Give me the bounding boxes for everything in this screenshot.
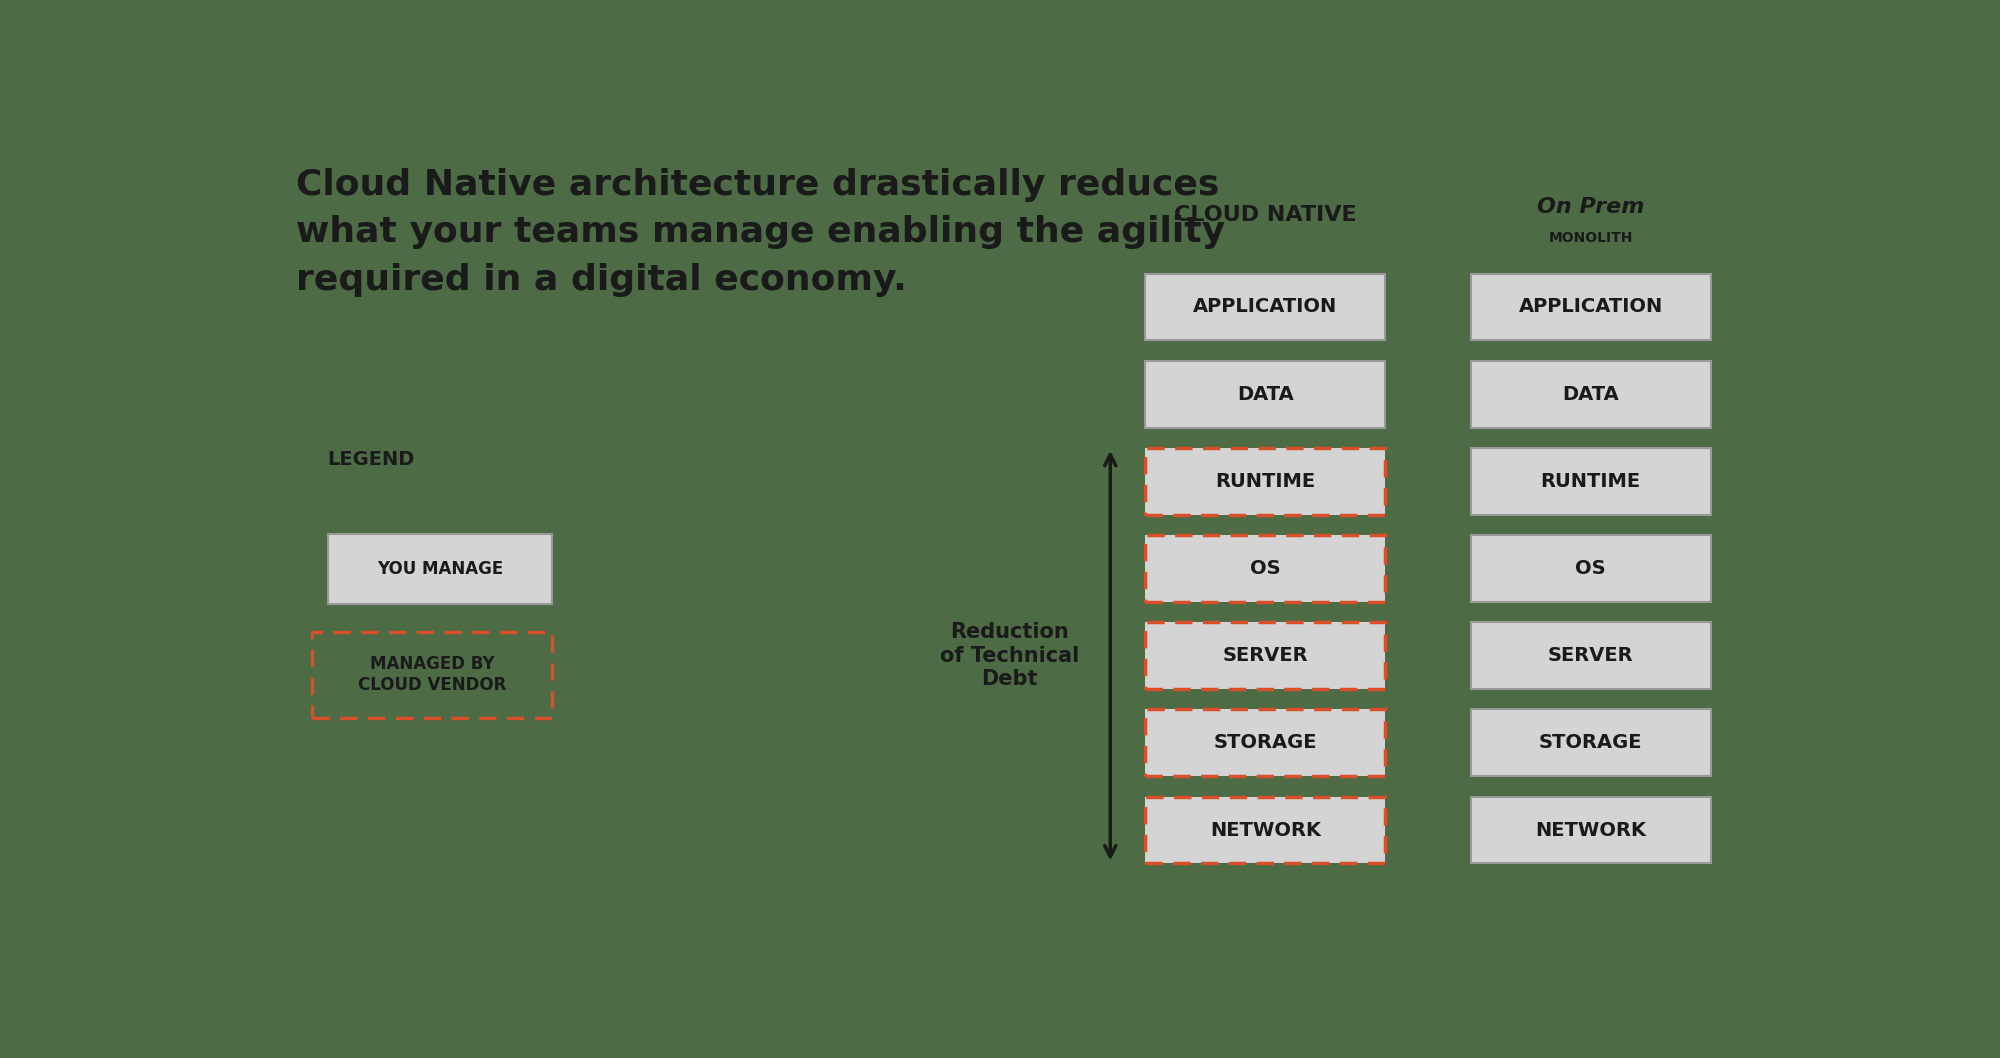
Text: OS: OS: [1576, 559, 1606, 578]
Text: Cloud Native architecture drastically reduces
what your teams manage enabling th: Cloud Native architecture drastically re…: [296, 168, 1226, 296]
Text: NETWORK: NETWORK: [1210, 821, 1320, 839]
Bar: [312, 632, 552, 717]
Text: On Prem: On Prem: [1538, 197, 1644, 217]
Bar: [1146, 622, 1386, 689]
Text: CLOUD NATIVE: CLOUD NATIVE: [1174, 204, 1356, 224]
Text: APPLICATION: APPLICATION: [1518, 297, 1662, 316]
Bar: [1470, 274, 1710, 341]
Text: SERVER: SERVER: [1222, 646, 1308, 665]
Text: OS: OS: [1250, 559, 1280, 578]
Bar: [1470, 797, 1710, 863]
Text: Reduction
of Technical
Debt: Reduction of Technical Debt: [940, 622, 1080, 689]
Bar: [1146, 274, 1386, 341]
Text: APPLICATION: APPLICATION: [1194, 297, 1338, 316]
Bar: [328, 534, 552, 603]
Text: DATA: DATA: [1236, 385, 1294, 404]
Bar: [1146, 535, 1386, 602]
Bar: [1470, 710, 1710, 777]
Bar: [1146, 448, 1386, 515]
Bar: [1146, 535, 1386, 602]
Text: NETWORK: NETWORK: [1536, 821, 1646, 839]
Text: STORAGE: STORAGE: [1214, 733, 1316, 752]
Bar: [1470, 535, 1710, 602]
Bar: [1470, 361, 1710, 427]
Bar: [1470, 448, 1710, 515]
Text: LEGEND: LEGEND: [328, 450, 414, 469]
Text: STORAGE: STORAGE: [1540, 733, 1642, 752]
Text: MANAGED BY
CLOUD VENDOR: MANAGED BY CLOUD VENDOR: [358, 655, 506, 694]
Bar: [1146, 797, 1386, 863]
Bar: [1146, 710, 1386, 777]
Text: SERVER: SERVER: [1548, 646, 1634, 665]
Text: RUNTIME: RUNTIME: [1540, 472, 1640, 491]
Bar: [1146, 448, 1386, 515]
Text: DATA: DATA: [1562, 385, 1620, 404]
Text: MONOLITH: MONOLITH: [1548, 231, 1632, 245]
Bar: [1146, 622, 1386, 689]
Bar: [1470, 622, 1710, 689]
Text: YOU MANAGE: YOU MANAGE: [376, 560, 504, 578]
Text: RUNTIME: RUNTIME: [1216, 472, 1316, 491]
Bar: [312, 632, 552, 717]
Bar: [1146, 710, 1386, 777]
Bar: [1146, 797, 1386, 863]
Bar: [1146, 361, 1386, 427]
